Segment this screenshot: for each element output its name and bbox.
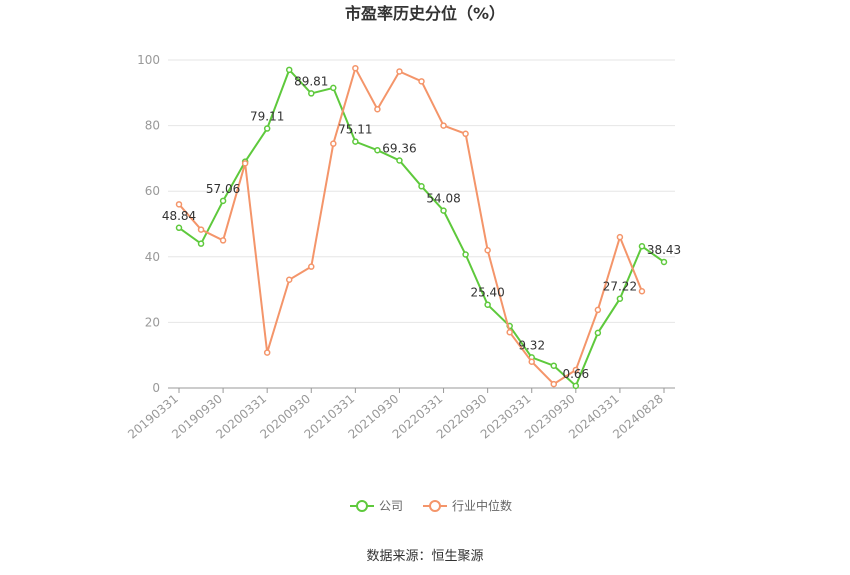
data-label: 0.66: [562, 367, 589, 381]
y-tick-label: 60: [145, 184, 160, 198]
y-tick-label: 80: [145, 119, 160, 133]
industry-median-point: [263, 349, 271, 356]
industry-median-line: [178, 65, 643, 386]
data-label: 48.84: [162, 209, 196, 223]
industry-median-point: [285, 276, 293, 284]
industry-median-point: [638, 287, 646, 295]
industry-median-point: [418, 78, 425, 85]
industry-median-point: [308, 263, 315, 270]
industry-median-point: [175, 201, 183, 208]
company-point: [594, 329, 602, 337]
company-point: [638, 243, 646, 250]
industry-median-point: [550, 380, 558, 388]
y-tick-label: 40: [145, 250, 160, 264]
data-label: 54.08: [426, 192, 460, 206]
data-label: 89.81: [294, 74, 328, 88]
company-point: [374, 146, 381, 154]
y-tick-label: 100: [137, 53, 160, 67]
legend-label: 行业中位数: [452, 498, 512, 513]
industry-median-point: [616, 233, 624, 241]
industry-median-point: [440, 122, 447, 129]
company-point: [616, 295, 624, 302]
legend-item-industry-median[interactable]: 行业中位数: [423, 498, 512, 513]
data-label: 9.32: [518, 338, 545, 352]
source-note: 数据来源：恒生聚源: [366, 549, 483, 564]
industry-median-point: [241, 160, 249, 167]
company-point: [484, 301, 491, 308]
industry-median-point: [484, 246, 491, 254]
industry-median-point: [572, 366, 580, 374]
y-tick-label: 20: [145, 315, 160, 329]
data-label: 69.36: [382, 141, 416, 155]
x-axis-ticks: 2019033120190930202003312020093020210331…: [125, 388, 666, 442]
y-axis-ticks: 0 20 40 60 80 100: [137, 53, 160, 395]
company-point: [175, 224, 183, 232]
company-point: [418, 183, 425, 190]
data-labels: 48.84 57.06 79.11 89.81 75.11 69.36 54.08 25.40…: [162, 74, 681, 380]
data-label: 25.40: [470, 286, 504, 300]
y-tick-label: 0: [152, 381, 160, 395]
company-point: [550, 362, 558, 369]
industry-median-point: [528, 358, 535, 366]
company-point: [197, 240, 205, 247]
company-point: [462, 251, 469, 258]
data-label: 27.22: [603, 280, 637, 294]
data-label: 38.43: [647, 243, 681, 257]
legend-label: 公司: [379, 499, 403, 513]
industry-median-point: [219, 237, 227, 244]
company-point: [440, 207, 447, 214]
industry-median-point: [374, 105, 381, 113]
industry-median-point: [396, 68, 403, 75]
industry-median-point: [594, 306, 602, 314]
company-point: [285, 66, 293, 74]
company-point: [572, 382, 580, 390]
company-point: [352, 138, 359, 145]
grid: [168, 59, 675, 323]
legend-marker: [429, 500, 441, 512]
data-label: 57.06: [206, 182, 240, 196]
chart-title: 市盈率历史分位（%）: [345, 4, 505, 23]
company-point: [263, 125, 271, 132]
company-point: [219, 197, 227, 205]
company-point: [308, 90, 315, 97]
series-group: [175, 64, 668, 390]
company-point: [396, 157, 403, 164]
legend[interactable]: 公司 行业中位数: [350, 498, 512, 513]
legend-marker: [356, 500, 368, 512]
industry-median-point: [352, 64, 359, 72]
legend-item-company[interactable]: 公司: [350, 499, 403, 513]
data-label: 79.11: [250, 110, 284, 124]
company-point: [660, 258, 668, 266]
data-label: 75.11: [338, 123, 372, 137]
industry-median-point: [197, 226, 205, 233]
industry-median-point: [462, 130, 469, 138]
industry-median-point: [330, 140, 337, 147]
company-point: [330, 84, 337, 92]
industry-median-point: [506, 328, 513, 336]
